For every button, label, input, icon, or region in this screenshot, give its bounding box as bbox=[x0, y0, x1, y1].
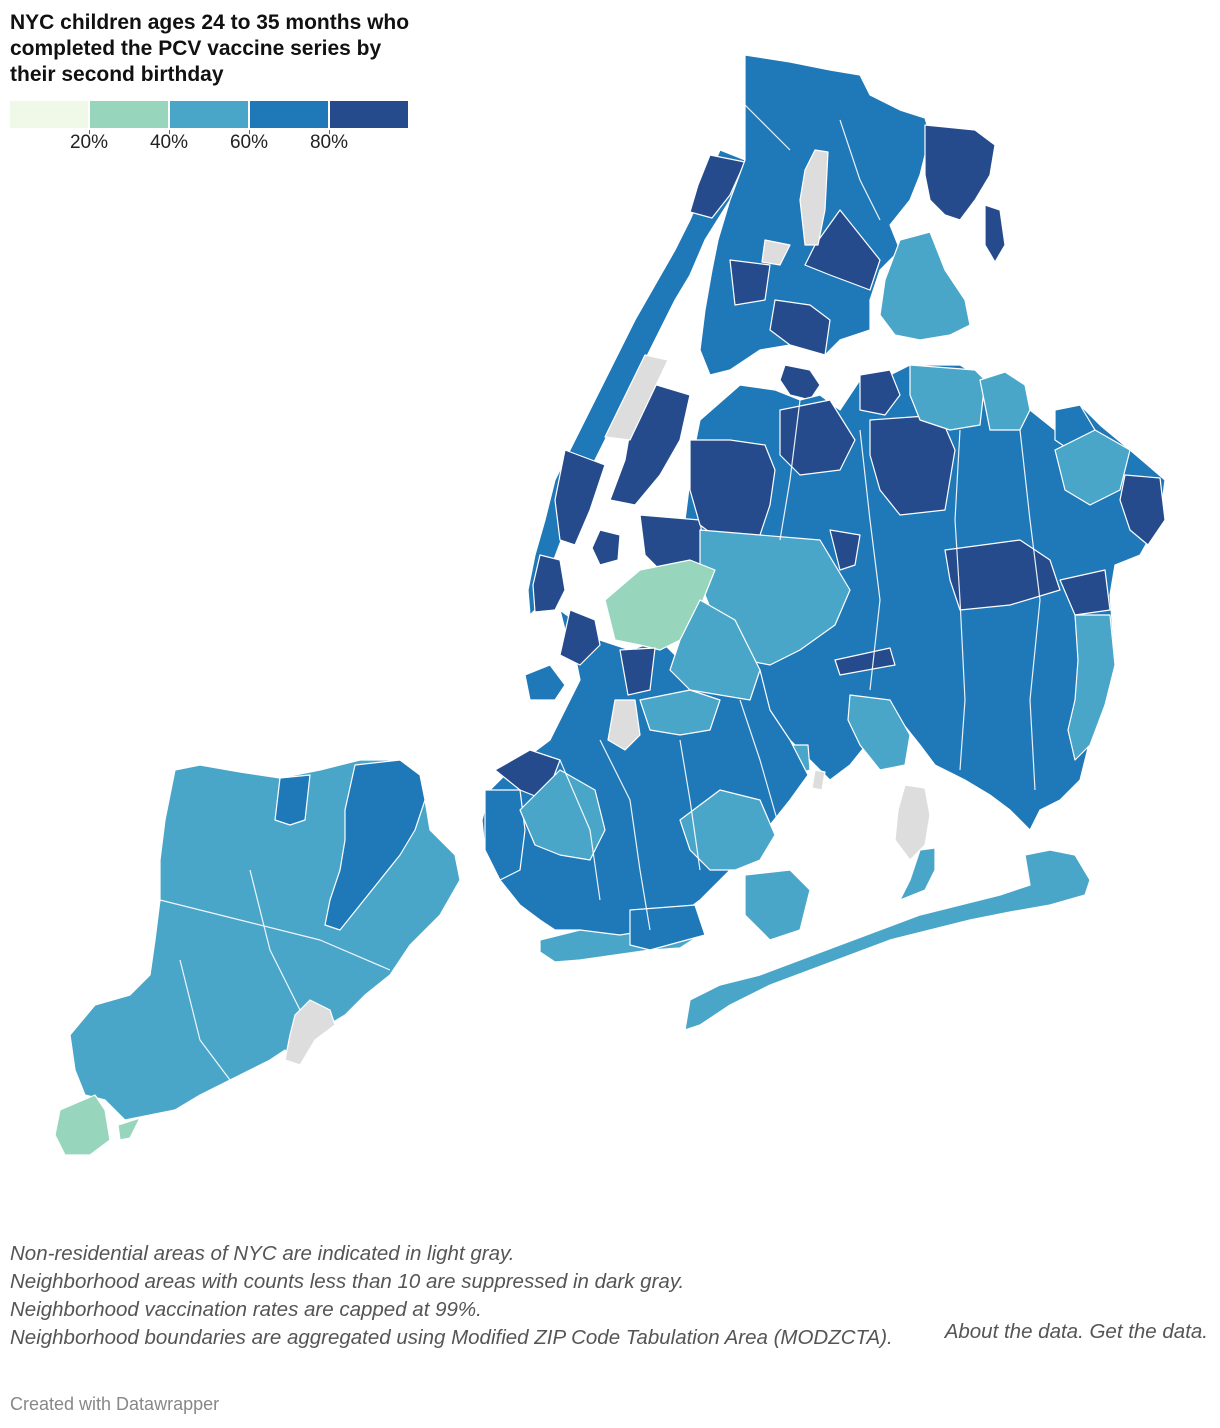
region-staten-island-north-b[interactable] bbox=[274, 774, 311, 826]
region-staten-island-nonresidential bbox=[284, 999, 336, 1066]
region-bronx-central-b[interactable] bbox=[729, 259, 771, 306]
legend-swatch-3 bbox=[170, 101, 248, 128]
region-manhattan-east[interactable] bbox=[591, 529, 621, 566]
legend-swatch-5 bbox=[330, 101, 408, 128]
region-queens-little-neck[interactable] bbox=[1054, 429, 1131, 506]
legend-bar bbox=[10, 101, 410, 128]
region-brooklyn-greenpoint[interactable] bbox=[559, 609, 601, 666]
legend-tick-80 bbox=[329, 130, 330, 134]
footnotes: Non-residential areas of NYC are indicat… bbox=[10, 1240, 1210, 1352]
note-capped: Neighborhood vaccination rates are cappe… bbox=[10, 1298, 482, 1321]
region-bronx-throgs-neck[interactable] bbox=[879, 231, 971, 341]
datawrapper-credit[interactable]: Created with Datawrapper bbox=[10, 1394, 220, 1414]
bronx bbox=[699, 54, 1006, 401]
nyc-choropleth-map bbox=[54, 54, 1166, 1156]
legend-label-20: 20% bbox=[69, 132, 109, 153]
queens bbox=[639, 364, 1166, 901]
region-queens-rosedale[interactable] bbox=[1067, 614, 1116, 761]
region-brooklyn-prospect-park bbox=[607, 699, 641, 751]
region-queens-whitestone[interactable] bbox=[979, 371, 1031, 431]
note-suppressed: Neighborhood areas with counts less than… bbox=[10, 1270, 685, 1293]
region-queens-jfk-b bbox=[811, 769, 826, 791]
staten-island bbox=[54, 759, 461, 1156]
region-staten-island-south-tip-b[interactable] bbox=[117, 1117, 141, 1141]
region-queens-astoria[interactable] bbox=[689, 439, 776, 541]
legend-swatch-1 bbox=[10, 101, 88, 128]
region-rockaway-peninsula[interactable] bbox=[684, 849, 1091, 1031]
legend-swatch-4 bbox=[250, 101, 328, 128]
region-queens-bayside[interactable] bbox=[909, 364, 986, 431]
brooklyn bbox=[481, 559, 811, 963]
legend-tick-40 bbox=[169, 130, 170, 134]
region-bronx-park-b bbox=[761, 239, 791, 266]
region-queens-jamaica[interactable] bbox=[944, 539, 1061, 611]
region-queens-south-jamaica[interactable] bbox=[834, 647, 896, 676]
get-data-link[interactable]: Get the data. bbox=[1089, 1320, 1208, 1343]
note-nonresidential: Non-residential areas of NYC are indicat… bbox=[10, 1242, 515, 1265]
region-staten-island-east-a[interactable] bbox=[324, 759, 426, 931]
region-brooklyn-east-flatbush[interactable] bbox=[639, 689, 721, 736]
region-queens-jackson-heights[interactable] bbox=[779, 399, 856, 476]
region-queens-glen-oaks[interactable] bbox=[1119, 474, 1166, 546]
region-manhattan-midtown-dark[interactable] bbox=[554, 449, 606, 546]
region-queens-hollis[interactable] bbox=[1059, 569, 1111, 616]
region-manhattan-central-park bbox=[604, 354, 669, 441]
region-bronx-east[interactable] bbox=[924, 124, 996, 221]
data-links: About the data. Get the data. bbox=[945, 1320, 1208, 1344]
manhattan bbox=[527, 149, 746, 616]
region-brooklyn-brighton[interactable] bbox=[629, 904, 706, 951]
region-bronx-south[interactable] bbox=[769, 299, 831, 356]
boundary-lines bbox=[159, 89, 1041, 1081]
region-brooklyn-marine-park[interactable] bbox=[744, 869, 811, 941]
note-modzcta: Neighborhood boundaries are aggregated u… bbox=[10, 1326, 893, 1349]
color-legend: 20% 40% 60% 80% bbox=[10, 101, 410, 161]
map-title: NYC children ages 24 to 35 months who co… bbox=[10, 11, 410, 86]
region-brooklyn-bed-stuy[interactable] bbox=[619, 647, 656, 696]
region-staten-island-south-tip[interactable] bbox=[54, 1094, 111, 1156]
region-bronx-park bbox=[799, 149, 829, 246]
region-brooklyn-bushwick[interactable] bbox=[669, 599, 761, 701]
legend-swatch-2 bbox=[90, 101, 168, 128]
legend-tick-20 bbox=[89, 130, 90, 134]
region-queens-howard-beach[interactable] bbox=[847, 694, 911, 771]
region-bronx-city-island[interactable] bbox=[984, 204, 1006, 263]
region-manhattan-lower[interactable] bbox=[532, 554, 566, 613]
region-queens-college-point[interactable] bbox=[859, 369, 901, 416]
region-brooklyn-bay-ridge[interactable] bbox=[484, 789, 526, 881]
legend-label-60: 60% bbox=[229, 132, 269, 153]
legend-label-80: 80% bbox=[309, 132, 349, 153]
legend-tick-60 bbox=[249, 130, 250, 134]
region-brooklyn-sheepshead[interactable] bbox=[679, 789, 776, 871]
rockaways bbox=[684, 849, 1091, 1031]
region-brooklyn-red-hook[interactable] bbox=[524, 664, 566, 701]
about-data-link[interactable]: About the data. bbox=[944, 1320, 1084, 1343]
legend-label-40: 40% bbox=[149, 132, 189, 153]
region-queens-broad-channel[interactable] bbox=[899, 847, 936, 901]
region-queens-jfk bbox=[894, 784, 931, 861]
region-queens-fresh-meadows[interactable] bbox=[829, 529, 861, 571]
